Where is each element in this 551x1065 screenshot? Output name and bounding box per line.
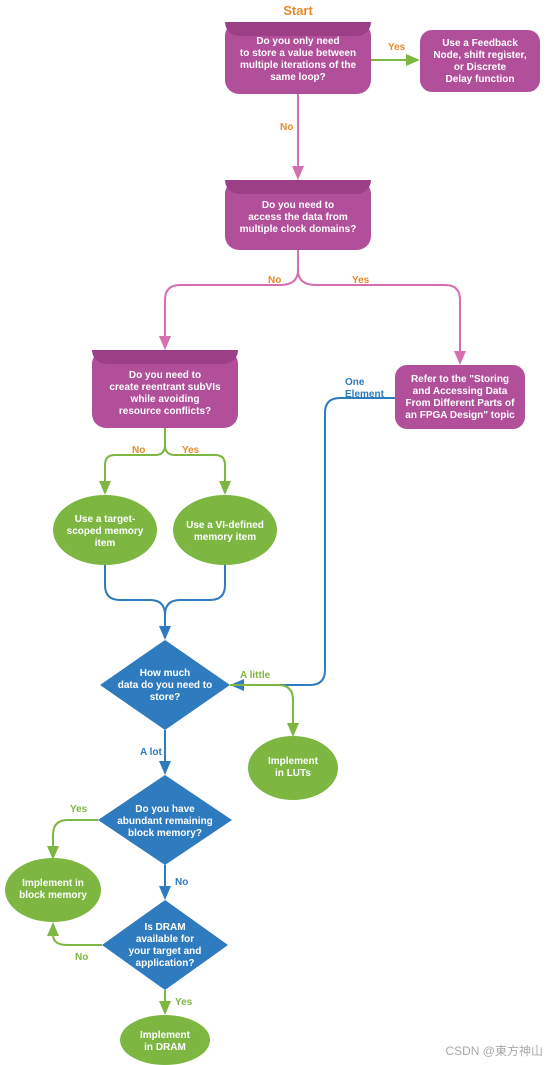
edge-q3-yes-label: Yes: [182, 445, 200, 456]
e1-node: Use a target-scoped memoryitem: [53, 495, 157, 565]
svg-text:Use a VI-definedmemory item: Use a VI-definedmemory item: [186, 520, 264, 543]
edge-one-element-label: OneElement: [345, 377, 385, 400]
e5-node: Implementin DRAM: [120, 1015, 210, 1065]
q2-node: Do you need toaccess the data frommultip…: [225, 180, 371, 250]
edge-d3-no: [53, 924, 102, 945]
edge-q2-yes-label: Yes: [352, 275, 370, 286]
d3-node: Is DRAMavailable foryour target andappli…: [102, 900, 228, 990]
q3-node: Do you need tocreate reentrant subVIswhi…: [92, 350, 238, 428]
edge-d3-no-label: No: [75, 952, 88, 963]
edge-d1-lot-label: A lot: [140, 747, 163, 758]
edge-d1-little: [230, 685, 293, 735]
edge-d2-yes-label: Yes: [70, 804, 88, 815]
e4-node: Implement inblock memory: [5, 858, 101, 922]
e2-node: Use a VI-definedmemory item: [173, 495, 277, 565]
a2-node: Refer to the "Storingand Accessing DataF…: [395, 365, 525, 429]
edge-q2-no-label: No: [268, 275, 281, 286]
edge-q1-no-label: No: [280, 122, 293, 133]
svg-text:Implementin DRAM: Implementin DRAM: [140, 1030, 191, 1053]
edge-e1-d1: [105, 565, 165, 638]
edge-q3-no-label: No: [132, 445, 145, 456]
e3-node: Implementin LUTs: [248, 736, 338, 800]
d2-node: Do you haveabundant remainingblock memor…: [98, 775, 232, 865]
edge-d1-little-label: A little: [240, 670, 271, 681]
edge-d2-yes: [53, 820, 98, 858]
start-label: Start: [283, 3, 313, 18]
svg-text:Refer to the "Storingand Acces: Refer to the "Storingand Accessing DataF…: [405, 374, 515, 421]
d1-node: How muchdata do you need tostore?: [100, 640, 230, 730]
edge-d2-no-label: No: [175, 877, 188, 888]
edge-e2-d1: [165, 565, 225, 638]
watermark: CSDN @東方神山: [445, 1042, 543, 1059]
q1-node: Do you only needto store a value between…: [225, 22, 371, 94]
a1-node: Use a FeedbackNode, shift register,or Di…: [420, 30, 540, 92]
edge-q1-yes-label: Yes: [388, 42, 406, 53]
edge-d3-yes-label: Yes: [175, 997, 193, 1008]
svg-text:Implement inblock memory: Implement inblock memory: [19, 878, 87, 901]
edge-q2-yes: [298, 270, 460, 363]
